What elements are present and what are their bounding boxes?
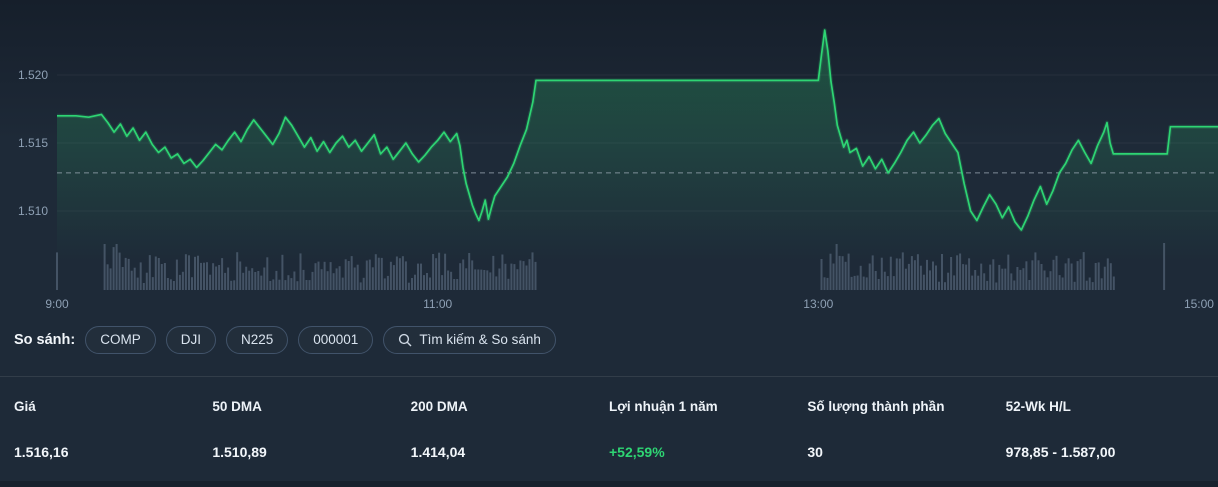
price-chart[interactable]: 1.520 1.515 1.510 9:00 11:00 13:00 15:00 xyxy=(0,0,1218,316)
stats-header-row: Giá 50 DMA 200 DMA Lợi nhuận 1 năm Số lư… xyxy=(14,399,1204,414)
stat-header-1y-return: Lợi nhuận 1 năm xyxy=(608,399,718,414)
x-axis-label: 11:00 xyxy=(423,297,453,311)
y-axis-label: 1.520 xyxy=(18,68,49,82)
price-line xyxy=(57,28,1218,232)
stat-header-200dma: 200 DMA xyxy=(410,399,468,414)
stat-header-52wk-hl: 52-Wk H/L xyxy=(1005,399,1071,414)
compare-label: So sánh: xyxy=(14,332,76,348)
stat-value-50dma: 1.510,89 xyxy=(212,444,267,460)
compare-bar: So sánh: COMP DJI N225 000001 Tìm kiếm &… xyxy=(0,316,1218,356)
y-axis-label: 1.515 xyxy=(18,136,49,150)
stat-header-50dma: 50 DMA xyxy=(212,399,262,414)
search-compare-label: Tìm kiếm & So sánh xyxy=(419,332,541,347)
price-chart-canvas[interactable] xyxy=(0,0,1218,316)
search-icon xyxy=(399,333,412,347)
y-axis-label: 1.510 xyxy=(18,204,49,218)
x-axis-label: 15:00 xyxy=(1183,297,1214,311)
stats-value-row: 1.516,16 1.510,89 1.414,04 +52,59% 30 97… xyxy=(14,444,1204,460)
stat-header-price: Giá xyxy=(14,399,36,414)
stat-header-components: Số lượng thành phần xyxy=(807,399,945,414)
section-divider xyxy=(0,481,1218,487)
stat-value-52wk-hl: 978,85 - 1.587,00 xyxy=(1005,444,1116,460)
volume-bars xyxy=(56,243,1166,290)
stats-section: Giá 50 DMA 200 DMA Lợi nhuận 1 năm Số lư… xyxy=(0,376,1218,460)
ticker-pill-comp[interactable]: COMP xyxy=(85,326,156,354)
stat-value-price: 1.516,16 xyxy=(14,444,69,460)
ticker-pill-000001[interactable]: 000001 xyxy=(298,326,374,354)
stat-value-200dma: 1.414,04 xyxy=(410,444,466,460)
price-area-fill xyxy=(57,30,1218,262)
ticker-pill-n225[interactable]: N225 xyxy=(225,326,289,354)
x-axis-label: 9:00 xyxy=(45,297,69,311)
search-compare-button[interactable]: Tìm kiếm & So sánh xyxy=(383,326,556,354)
stat-value-components: 30 xyxy=(807,444,823,460)
x-axis-label: 13:00 xyxy=(803,297,834,311)
ticker-pill-dji[interactable]: DJI xyxy=(165,326,216,354)
stat-value-1y-return: +52,59% xyxy=(608,444,665,460)
